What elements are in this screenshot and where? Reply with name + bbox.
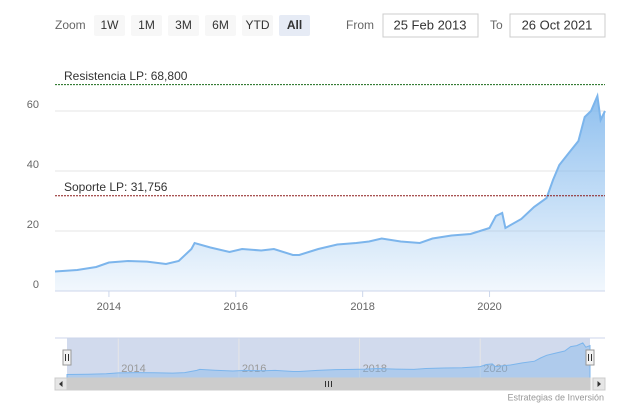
handle-grip [588, 354, 592, 361]
navigator-handle[interactable] [62, 349, 72, 366]
zoom-button-label[interactable]: 3M [175, 18, 192, 32]
zoom-button[interactable] [131, 15, 162, 36]
zoom-button[interactable] [242, 15, 273, 36]
zoom-button-label[interactable]: 6M [212, 18, 229, 32]
to-value[interactable]: 26 Oct 2021 [522, 17, 593, 32]
zoom-label: Zoom [55, 18, 86, 32]
zoom-button-label[interactable]: All [287, 18, 302, 32]
y-tick-label: 0 [33, 279, 39, 291]
navigator-mask [67, 338, 590, 378]
handle-grip [65, 354, 69, 361]
area-fill [55, 96, 605, 291]
annotation-label: Resistencia LP: 68,800 [64, 69, 188, 83]
zoom-button-label[interactable]: 1W [101, 18, 120, 32]
x-tick-label: 2016 [224, 301, 248, 313]
y-tick-label: 20 [27, 219, 39, 231]
zoom-button[interactable] [205, 15, 236, 36]
zoom-button-label[interactable]: YTD [246, 18, 270, 32]
zoom-button-label[interactable]: 1M [138, 18, 155, 32]
scrollbar-grip [325, 381, 332, 387]
price-line [54, 92, 606, 273]
zoom-button[interactable] [279, 15, 310, 36]
credit: Estrategias de Inversión [507, 392, 604, 402]
from-value[interactable]: 25 Feb 2013 [393, 17, 466, 32]
scroll-left-arrow [59, 381, 63, 387]
y-tick-label: 60 [27, 99, 39, 111]
navigator-series [66, 342, 591, 379]
navigator-handle[interactable] [585, 349, 595, 366]
scroll-right-arrow [597, 381, 601, 387]
navigator-tick-label: 2016 [242, 363, 266, 375]
zoom-button[interactable] [168, 15, 199, 36]
x-tick-label: 2018 [350, 301, 374, 313]
x-tick-label: 2014 [97, 301, 121, 313]
to-input[interactable] [509, 13, 606, 38]
y-tick-label: 40 [27, 159, 39, 171]
x-tick-label: 2020 [477, 301, 501, 313]
from-input[interactable] [382, 13, 479, 38]
annotation-label: Soporte LP: 31,756 [64, 180, 168, 194]
zoom-button[interactable] [94, 15, 125, 36]
navigator-tick-label: 2014 [121, 363, 145, 375]
to-label: To [490, 18, 503, 32]
from-label: From [346, 18, 374, 32]
